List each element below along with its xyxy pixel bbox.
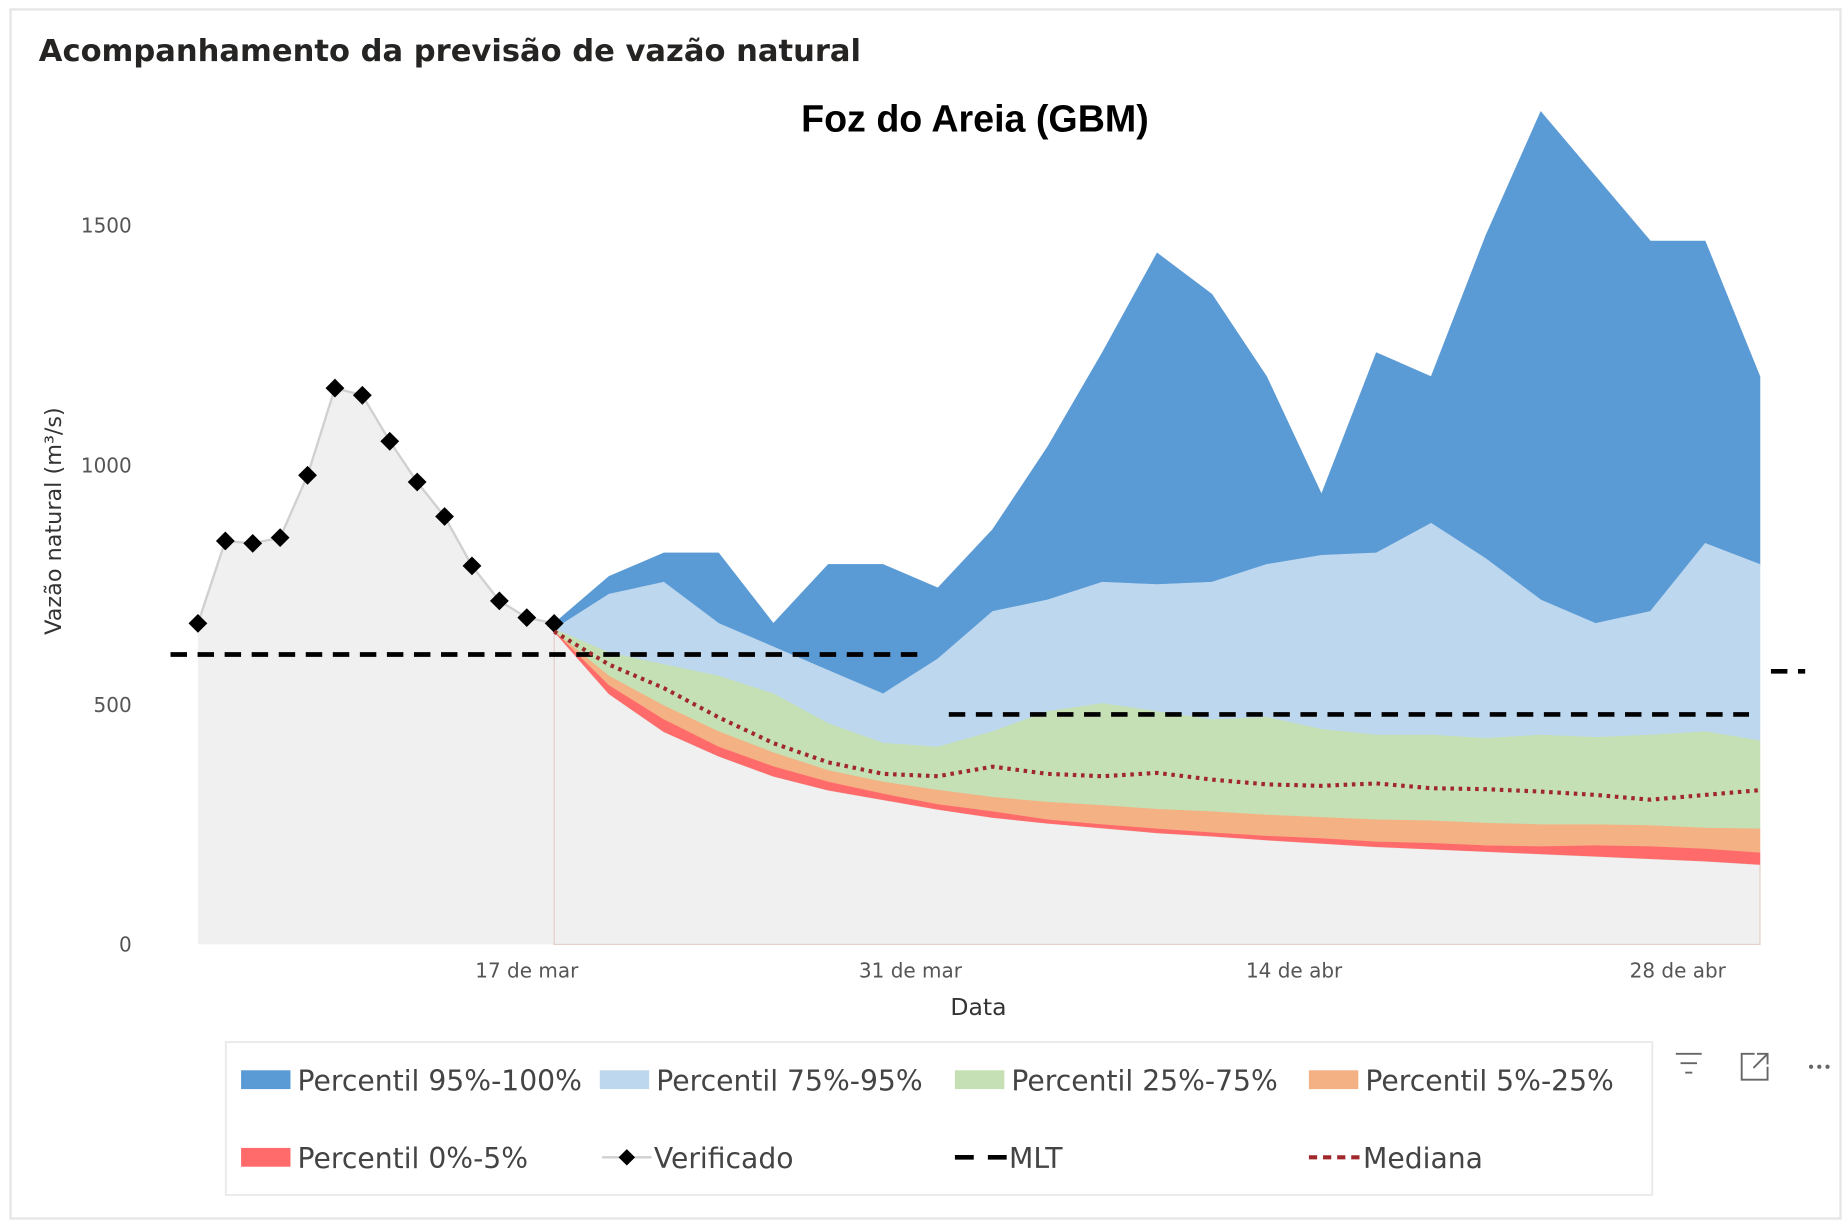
x-tick-label: 17 de mar — [475, 958, 579, 982]
filter-icon[interactable] — [1675, 1052, 1702, 1074]
verified-marker — [352, 385, 372, 405]
x-axis-label: Data — [950, 993, 1006, 1021]
legend-label: Percentil 95%-100% — [298, 1064, 582, 1097]
visual-title: Acompanhamento da previsão de vazão natu… — [39, 34, 861, 69]
verified-marker — [325, 378, 345, 398]
legend-label: Percentil 5%-25% — [1365, 1064, 1613, 1097]
legend-swatch — [241, 1147, 291, 1167]
verified-area — [197, 388, 555, 945]
percentile-band — [553, 631, 1761, 865]
legend-label: Percentil 75%-95% — [656, 1064, 922, 1097]
verified-marker — [462, 556, 482, 576]
legend-label: Mediana — [1363, 1142, 1483, 1175]
y-tick-label: 0 — [119, 932, 132, 956]
legend-label: MLT — [1009, 1142, 1063, 1175]
verified-marker — [544, 613, 564, 633]
verified-marker — [188, 613, 208, 633]
verified-marker — [215, 531, 235, 551]
verified-marker — [489, 591, 509, 611]
verified-marker — [517, 608, 537, 628]
verified-marker — [407, 472, 427, 492]
verified-marker — [435, 507, 454, 526]
x-tick-label: 28 de abr — [1630, 958, 1727, 982]
verified-marker — [243, 533, 263, 553]
y-tick-label: 1500 — [81, 214, 132, 238]
legend-swatch — [954, 1070, 1005, 1090]
legend-swatch — [1308, 1070, 1359, 1090]
y-tick-label: 1000 — [81, 453, 132, 477]
legend: Percentil 95%-100% Percentil 75%-95% Perce… — [241, 1064, 1614, 1175]
focus-mode-icon[interactable] — [1740, 1052, 1769, 1081]
legend-label: Percentil 0%-5% — [298, 1142, 529, 1175]
x-tick-label: 14 de abr — [1246, 958, 1343, 982]
x-tick-label: 31 de mar — [859, 958, 963, 982]
legend-label: Percentil 25%-75% — [1011, 1064, 1277, 1097]
legend-swatch — [241, 1070, 291, 1090]
more-options-icon[interactable] — [1808, 1064, 1830, 1069]
plot-area — [170, 111, 1806, 946]
legend-label: Verificado — [654, 1142, 794, 1175]
legend-box — [224, 1041, 1654, 1196]
legend-swatch — [599, 1070, 650, 1090]
y-tick-label: 500 — [94, 693, 132, 717]
verified-marker — [380, 431, 400, 451]
median-line — [553, 629, 1761, 802]
y-axis-label: Vazão natural (m³/s) — [41, 407, 67, 635]
verified-marker — [270, 528, 290, 548]
chart-title: Foz do Areia (GBM) — [801, 98, 1149, 140]
